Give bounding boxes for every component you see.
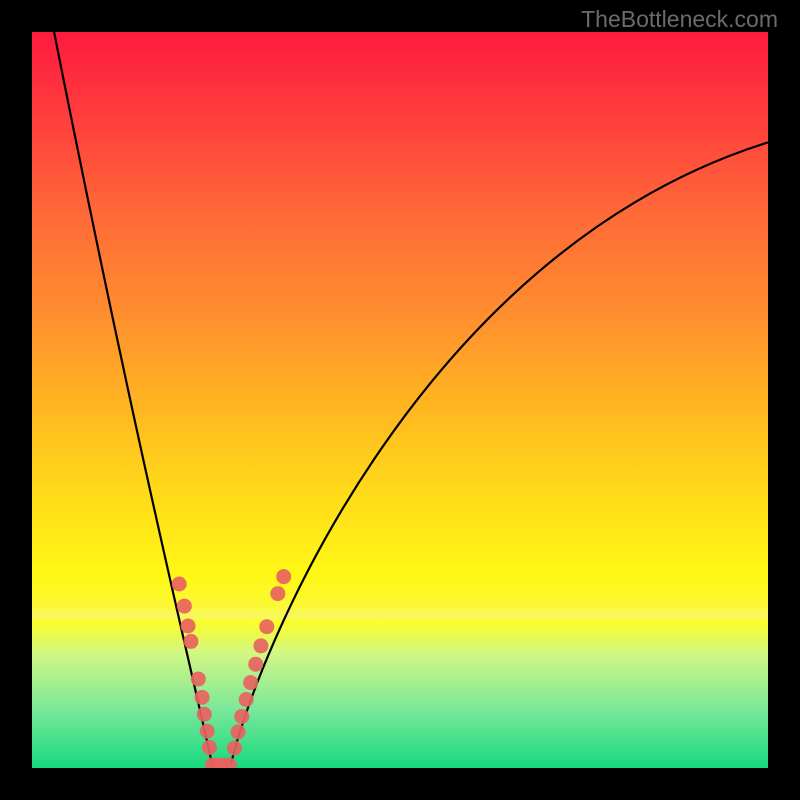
data-point: [197, 707, 212, 722]
data-point: [202, 740, 217, 755]
data-point: [276, 569, 291, 584]
curve-left: [54, 32, 212, 765]
data-point: [200, 724, 215, 739]
data-point: [243, 675, 258, 690]
data-point: [195, 690, 210, 705]
plot-area: [32, 32, 768, 768]
data-point: [181, 618, 196, 633]
curve-right: [231, 142, 768, 765]
data-point: [177, 599, 192, 614]
chart-container: TheBottleneck.com: [0, 0, 800, 800]
curves-layer: [32, 32, 768, 768]
data-point: [227, 741, 242, 756]
data-point: [191, 671, 206, 686]
data-point: [248, 657, 263, 672]
data-point: [183, 634, 198, 649]
data-point: [231, 724, 246, 739]
data-point: [239, 692, 254, 707]
data-point: [270, 586, 285, 601]
data-point: [253, 638, 268, 653]
data-point: [234, 709, 249, 724]
data-point: [172, 577, 187, 592]
watermark-text: TheBottleneck.com: [581, 6, 778, 33]
data-point: [259, 619, 274, 634]
